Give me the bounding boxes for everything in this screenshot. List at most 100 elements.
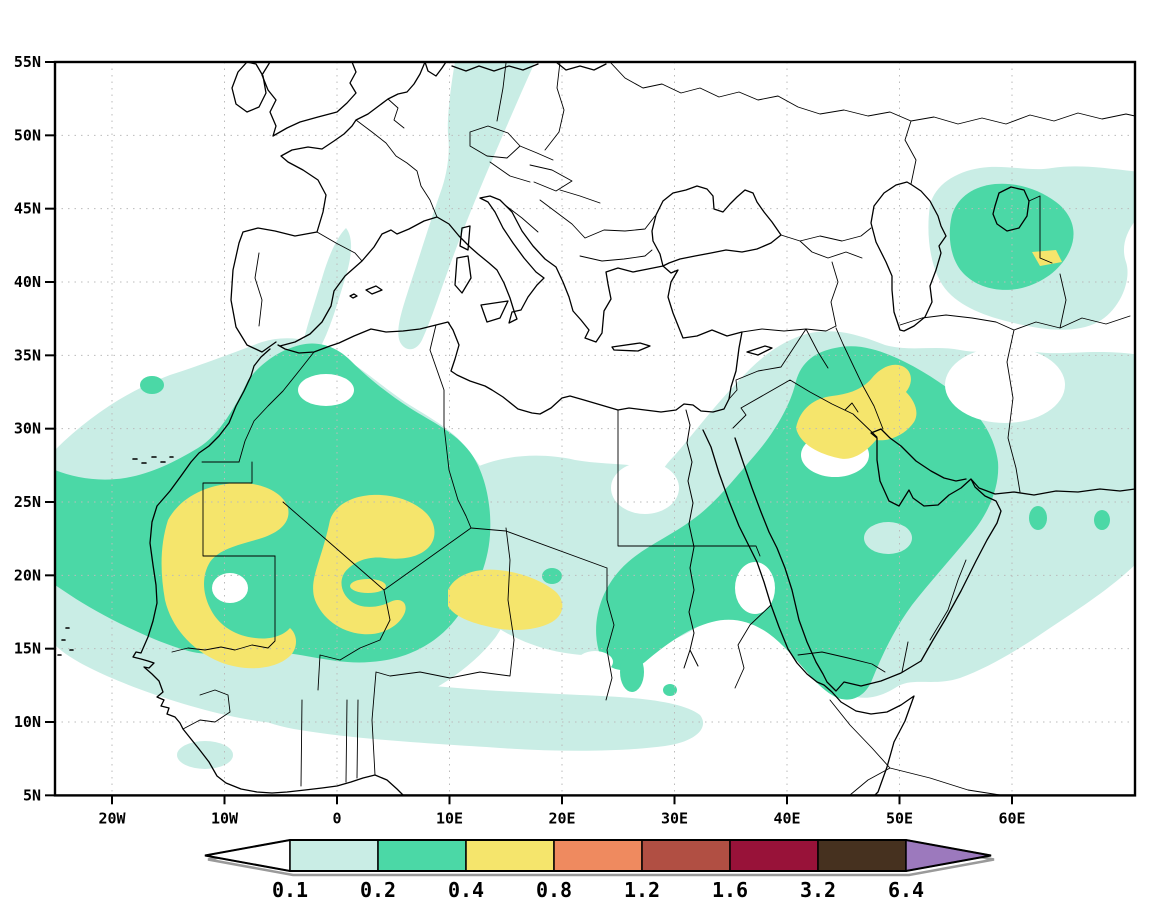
country-borders	[171, 62, 1135, 796]
contour-teal-dot-oman	[1029, 506, 1047, 530]
contour-cyan-nigeria-patch	[432, 713, 468, 731]
coastline-mediterranean	[277, 195, 743, 415]
contour-yellow-senegal-spot	[350, 579, 386, 593]
border-balkans	[504, 189, 656, 262]
contour-cyan-east-spain-streak	[301, 228, 352, 361]
coastline-sardinia	[454, 255, 472, 294]
y-tick-label: 45N	[14, 200, 41, 218]
colorbar-level-label: 3.2	[800, 878, 836, 902]
x-tick-label: 0	[332, 809, 341, 827]
border-iraq-iran	[835, 327, 884, 430]
colorbar-level-label: 1.6	[712, 878, 748, 902]
y-tick-label: 15N	[14, 640, 41, 658]
border-sudan-ethiopia-eritrea	[734, 604, 772, 689]
y-tick-label: 10N	[14, 713, 41, 731]
x-tick-label: 20E	[548, 809, 575, 827]
colorbar-level-label: 1.2	[624, 878, 660, 902]
hole-white-mauritania	[212, 573, 248, 603]
border-saudi-yemen-oman	[797, 559, 967, 673]
border-guinea	[182, 689, 231, 730]
border-algeria-mali-niger	[282, 501, 472, 591]
border-mauritania-mali-senegal	[171, 555, 276, 653]
border-niger-chad-nigeria	[371, 527, 515, 776]
colorbar-level-label: 0.1	[272, 878, 308, 902]
contour-cyan-denmark-streak	[398, 62, 535, 350]
border-czechia	[469, 125, 521, 159]
contour-teal-dot-atlantic	[140, 376, 164, 394]
border-pyrenees	[316, 231, 363, 262]
colorbar-segment	[641, 839, 731, 872]
coastline-sicily	[480, 300, 509, 323]
coastline-cyprus	[746, 345, 773, 356]
border-turkey-syria	[741, 325, 837, 333]
x-tick-label: 10E	[436, 809, 463, 827]
contour-yellow-mauritania-c	[161, 482, 296, 669]
colorbar-segment	[465, 839, 555, 872]
contour-teal-dot-uae	[945, 484, 965, 512]
x-tick-label: 10W	[211, 809, 239, 827]
coastline-aral-sea	[992, 186, 1030, 232]
colorbar-level-label: 0.8	[536, 878, 572, 902]
contour-yellow-mali-algeria	[313, 494, 435, 635]
border-ukraine-russia	[609, 62, 912, 122]
y-tick-label: 35N	[14, 346, 41, 364]
colorbar-segment	[729, 839, 819, 872]
contour-yellow-mideast	[796, 364, 917, 459]
coastline-britain	[261, 62, 357, 137]
border-germany-poland	[496, 62, 507, 122]
axes-layer: 20W 10W 0 10E 20E 30E 40E 50E 60E 55N 50N 45N 40N 35N…	[14, 53, 1026, 827]
border-caucasus	[780, 227, 872, 259]
x-tick-label: 50E	[886, 809, 913, 827]
x-tick-label: 60E	[998, 809, 1025, 827]
coastline-arabia-gulf	[734, 428, 1135, 692]
colorbar-level-label: 0.4	[448, 878, 484, 902]
border-syria-iraq-jordan	[728, 328, 829, 400]
coastline-capeverde-islets	[57, 627, 74, 656]
coastline-iberia-france-northsea	[230, 62, 426, 353]
border-algeria-libya-tunisia	[429, 324, 472, 529]
border-afghanistan	[1013, 273, 1131, 331]
border-portugal-spain	[254, 252, 263, 327]
hole-white-red-sea	[735, 562, 775, 614]
border-egypt-libya-sudan	[617, 409, 761, 557]
colorbar-segment	[377, 839, 467, 872]
border-ethiopia-somalia-kenya	[829, 699, 1001, 796]
coastline-balearics	[349, 285, 383, 299]
colorbar-segment	[817, 839, 907, 872]
coastline-ireland	[231, 62, 267, 113]
border-france-germany-italy	[355, 119, 438, 218]
y-tick-label: 55N	[14, 53, 41, 71]
geography-layer	[57, 62, 1135, 796]
border-poland-ukraine	[544, 62, 565, 151]
coastline-baltic-top	[424, 62, 607, 77]
colorbar-level-label: 0.2	[360, 878, 396, 902]
coastline-west-africa	[132, 348, 404, 796]
border-iraq-saudi	[732, 379, 878, 438]
border-austria-hungary	[489, 145, 573, 192]
contour-teal-dot-sudan-small	[663, 684, 677, 696]
coastline-black-sea	[651, 185, 782, 267]
border-turkey-east	[830, 261, 839, 327]
hole-cyan-east-saudi	[864, 522, 912, 554]
coastline-caspian-sea	[870, 181, 947, 332]
contour-yellow-niger-chad	[448, 569, 563, 630]
contour-teal-dot-oman-east	[1094, 510, 1110, 530]
hole-white-egypt-libya	[611, 462, 679, 514]
y-tick-label: 50N	[14, 126, 41, 144]
coastline-canary-islands	[132, 456, 174, 464]
coastline-nile-river	[683, 409, 699, 669]
border-russia-kazakhstan	[904, 112, 1135, 185]
hole-white-chad	[577, 651, 613, 673]
contour-teal-dot-south-algeria	[542, 568, 562, 584]
colorbar: 0.1 0.2 0.4 0.8 1.2 1.6 3.2 6.4	[204, 839, 995, 902]
border-mali-burkina-ghana	[300, 589, 391, 787]
coastline-red-sea-africa	[702, 429, 915, 796]
hole-white-north-algeria	[298, 374, 354, 406]
border-western-sahara-steps	[201, 461, 276, 557]
contour-cyan-guinea-coast	[177, 741, 233, 769]
y-tick-label: 40N	[14, 273, 41, 291]
contour-yellow-aral-spot	[1032, 250, 1062, 266]
x-tick-label: 30E	[661, 809, 688, 827]
